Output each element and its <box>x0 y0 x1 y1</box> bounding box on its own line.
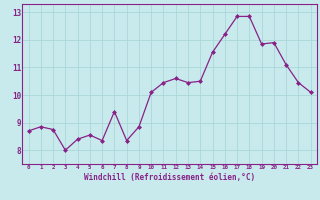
X-axis label: Windchill (Refroidissement éolien,°C): Windchill (Refroidissement éolien,°C) <box>84 173 255 182</box>
